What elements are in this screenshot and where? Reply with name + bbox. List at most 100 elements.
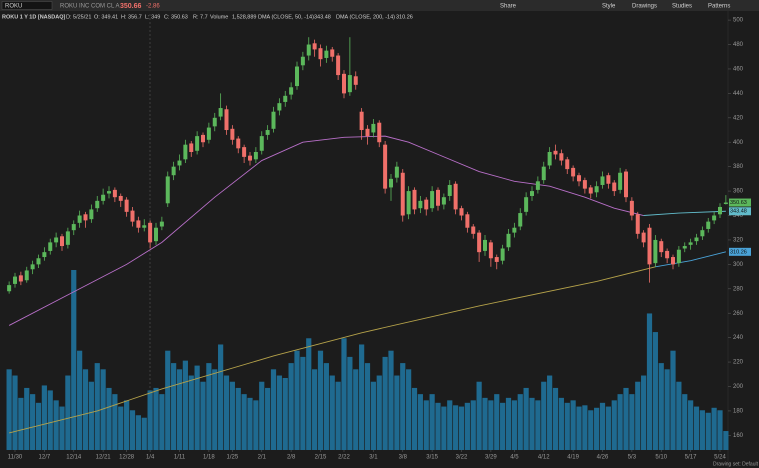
volume-bar	[529, 397, 535, 450]
study-info: R: 7.7	[193, 14, 208, 20]
volume-bar	[541, 381, 547, 450]
volume-bar	[641, 375, 647, 450]
volume-bar	[435, 402, 441, 450]
toolbar-button[interactable]: Patterns	[708, 4, 730, 10]
volume-bar	[617, 394, 623, 450]
candle-body	[77, 215, 82, 223]
candle-body	[494, 257, 499, 262]
candle-body	[659, 241, 664, 253]
volume-bar	[88, 381, 94, 450]
volume-bar	[317, 350, 324, 450]
y-tick-label: 340	[733, 213, 744, 219]
candle-body	[289, 87, 294, 95]
candle-body	[412, 189, 417, 210]
candle-body	[259, 136, 264, 151]
volume-bar	[176, 369, 183, 450]
candle-body	[336, 55, 341, 76]
x-tick-label: 2/15	[315, 455, 327, 461]
volume-bar	[106, 387, 112, 450]
toolbar-button[interactable]: Drawings	[632, 4, 657, 10]
candle-body	[459, 208, 464, 216]
volume-bar	[194, 365, 200, 450]
y-tick-label: 300	[733, 262, 744, 268]
candle-body	[594, 186, 599, 193]
volume-bar	[482, 397, 488, 450]
y-tick-label: 260	[733, 311, 744, 317]
y-tick-label: 380	[733, 164, 744, 170]
volume-bar	[693, 406, 700, 450]
volume-bar	[688, 400, 694, 450]
candle-body	[500, 248, 505, 261]
y-tick-label: 420	[733, 115, 744, 121]
candle-body	[124, 199, 129, 212]
toolbar-button[interactable]: Studies	[672, 4, 692, 10]
y-tick-label: 160	[733, 433, 744, 439]
candle-body	[312, 43, 317, 50]
candle-body	[330, 49, 335, 57]
volume-bar	[547, 375, 553, 450]
drawing-set[interactable]: Drawing set: Default	[713, 461, 759, 467]
candle-body	[712, 215, 717, 221]
volume-bar	[411, 387, 418, 450]
last-close-tag-box	[729, 198, 751, 207]
moving-average	[9, 266, 656, 434]
volume-bar	[77, 350, 83, 450]
volume-bar	[376, 375, 382, 450]
candle-body	[424, 199, 429, 210]
candle-body	[723, 202, 728, 205]
symbol-box[interactable]	[1, 1, 53, 10]
candle-body	[265, 130, 270, 135]
volume-bar	[388, 350, 394, 450]
volume-bar	[212, 369, 218, 450]
candle-body	[230, 128, 235, 140]
candle-body	[629, 200, 634, 216]
candle-body	[195, 136, 200, 151]
volume-bar	[341, 338, 347, 450]
moving-average	[8, 135, 644, 326]
candle-body	[142, 225, 147, 228]
volume-bar	[699, 410, 705, 450]
candle-body	[295, 66, 299, 87]
candle-body	[112, 189, 117, 198]
candle-body	[530, 191, 534, 196]
x-tick-label: 1/25	[227, 455, 239, 461]
volume-bar	[605, 406, 611, 450]
volume-bar	[594, 407, 600, 450]
volume-bar	[364, 363, 371, 450]
candle-body	[148, 222, 153, 243]
volume-bar	[458, 406, 465, 450]
volume-bar	[30, 394, 36, 450]
volume-bar	[182, 360, 188, 450]
candle-body	[183, 144, 188, 160]
candle-body	[18, 275, 23, 282]
candle-body	[136, 220, 141, 228]
study-info: 310.26	[396, 14, 413, 20]
x-tick-label: 5/24	[714, 455, 726, 461]
volume-bar	[300, 356, 306, 450]
volume-bar	[223, 375, 230, 450]
toolbar-button[interactable]: Share	[500, 4, 517, 10]
volume-bar	[82, 369, 89, 450]
volume-bar	[564, 402, 570, 450]
toolbar-button[interactable]: Style	[602, 4, 616, 10]
company: ROKU INC COM CL A	[60, 4, 119, 10]
candle-body	[453, 183, 458, 210]
candle-body	[559, 153, 564, 161]
volume-bar	[505, 397, 512, 450]
candle-body	[612, 182, 617, 192]
volume-bar	[635, 381, 641, 450]
volume-bar	[329, 375, 335, 450]
volume-bar	[511, 400, 517, 450]
candle-body	[201, 134, 205, 143]
candle-body	[24, 270, 29, 281]
y-tick-label: 220	[733, 360, 744, 366]
candle-body	[471, 226, 476, 234]
y-tick-label: 460	[733, 67, 744, 73]
candle-body	[682, 246, 687, 249]
volume-bar	[159, 394, 165, 450]
volume-bar	[282, 378, 288, 450]
volume-bar	[476, 381, 482, 450]
volume-bar	[353, 369, 359, 450]
candle-body	[565, 159, 570, 170]
volume-bar	[500, 402, 506, 450]
